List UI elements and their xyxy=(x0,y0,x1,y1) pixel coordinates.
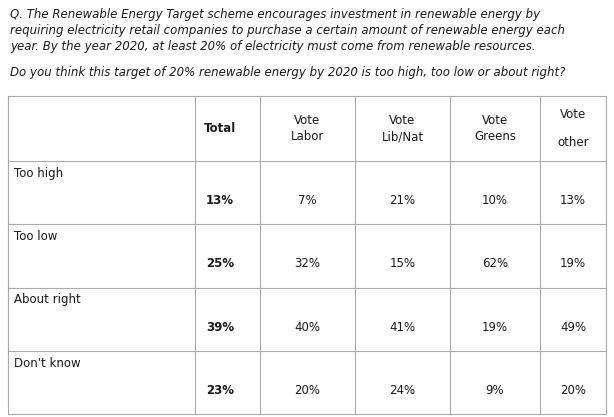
Text: year. By the year 2020, at least 20% of electricity must come from renewable res: year. By the year 2020, at least 20% of … xyxy=(10,40,535,53)
Text: 7%: 7% xyxy=(298,194,317,207)
Text: 21%: 21% xyxy=(389,194,416,207)
Text: Greens: Greens xyxy=(474,130,516,143)
Text: 20%: 20% xyxy=(560,384,586,397)
Text: 13%: 13% xyxy=(206,194,234,207)
Text: Too low: Too low xyxy=(14,230,57,243)
Text: 32%: 32% xyxy=(295,257,321,270)
Text: About right: About right xyxy=(14,294,81,306)
Text: Vote: Vote xyxy=(294,114,321,127)
Text: Do you think this target of 20% renewable energy by 2020 is too high, too low or: Do you think this target of 20% renewabl… xyxy=(10,66,565,79)
Text: 24%: 24% xyxy=(389,384,416,397)
Text: 62%: 62% xyxy=(482,257,508,270)
Text: 23%: 23% xyxy=(206,384,234,397)
Text: Labor: Labor xyxy=(291,130,324,143)
Text: 10%: 10% xyxy=(482,194,508,207)
Text: requiring electricity retail companies to purchase a certain amount of renewable: requiring electricity retail companies t… xyxy=(10,24,565,37)
Text: 41%: 41% xyxy=(389,321,416,334)
Text: 39%: 39% xyxy=(206,321,234,334)
Text: 15%: 15% xyxy=(389,257,416,270)
Text: 13%: 13% xyxy=(560,194,586,207)
Text: Q. The Renewable Energy Target scheme encourages investment in renewable energy : Q. The Renewable Energy Target scheme en… xyxy=(10,8,540,21)
Text: 25%: 25% xyxy=(206,257,234,270)
Text: other: other xyxy=(557,136,589,149)
Text: Vote: Vote xyxy=(482,114,508,127)
Text: 19%: 19% xyxy=(560,257,586,270)
Text: 9%: 9% xyxy=(486,384,504,397)
Text: Total: Total xyxy=(204,122,236,135)
Text: Vote: Vote xyxy=(560,108,586,121)
Text: 20%: 20% xyxy=(295,384,321,397)
Text: Vote: Vote xyxy=(389,114,416,127)
Text: Lib/Nat: Lib/Nat xyxy=(381,130,424,143)
Text: Too high: Too high xyxy=(14,167,63,180)
Text: 40%: 40% xyxy=(295,321,321,334)
Text: 49%: 49% xyxy=(560,321,586,334)
Text: 19%: 19% xyxy=(482,321,508,334)
Text: Don't know: Don't know xyxy=(14,357,80,370)
